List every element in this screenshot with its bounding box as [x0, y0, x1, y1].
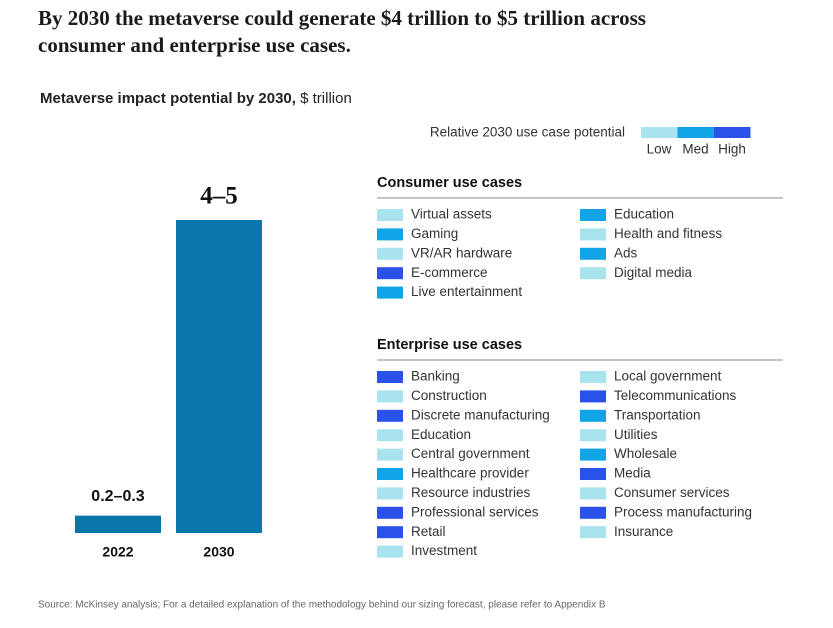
- legend-title: Relative 2030 use case potential: [430, 125, 625, 140]
- use-case-swatch: [580, 429, 606, 442]
- bar: [75, 515, 161, 533]
- use-case-swatch: [580, 228, 606, 241]
- chart-title: Metaverse impact potential by 2030,: [40, 90, 296, 107]
- use-case-label: Resource industries: [411, 485, 531, 500]
- use-case-label: Wholesale: [614, 446, 677, 461]
- use-case-swatch: [580, 526, 606, 539]
- source: Source: McKinsey analysis; For a detaile…: [38, 600, 606, 611]
- value-label: 0.2–0.3: [91, 488, 144, 505]
- use-case-swatch: [377, 468, 403, 480]
- use-case-swatch: [580, 267, 606, 280]
- use-case-label: E-commerce: [411, 265, 488, 280]
- use-case-swatch: [580, 409, 606, 422]
- use-case-swatch: [580, 506, 606, 519]
- use-case-swatch: [377, 390, 403, 403]
- value-label: 4–5: [200, 183, 238, 210]
- use-case-label: VR/AR hardware: [411, 245, 512, 260]
- use-case-label: Gaming: [411, 226, 458, 241]
- use-case-label: Healthcare provider: [411, 466, 529, 481]
- use-case-label: Education: [411, 427, 471, 442]
- use-case-swatch: [377, 371, 403, 383]
- use-case-label: Digital media: [614, 265, 693, 280]
- use-case-swatch: [377, 228, 403, 241]
- use-case-label: Transportation: [614, 407, 701, 422]
- bar: [176, 220, 262, 533]
- use-case-swatch: [377, 409, 403, 422]
- use-case-swatch: [377, 506, 403, 519]
- chart-title-block: Metaverse impact potential by 2030, $ tr…: [40, 90, 352, 107]
- legend-label: Low: [647, 142, 672, 157]
- use-case-label: Ads: [614, 245, 638, 260]
- use-case-swatch: [377, 545, 403, 558]
- use-case-label: Central government: [411, 446, 530, 461]
- use-case-label: Discrete manufacturing: [411, 407, 550, 422]
- use-case-swatch: [377, 526, 403, 539]
- use-case-label: Consumer services: [614, 485, 730, 500]
- use-case-swatch: [580, 487, 606, 500]
- use-case-swatch: [580, 209, 606, 221]
- x-tick-label: 2030: [203, 544, 234, 560]
- use-case-label: Investment: [411, 543, 477, 558]
- use-case-label: Live entertainment: [411, 284, 522, 299]
- use-case-swatch: [580, 390, 606, 403]
- use-case-label: Retail: [411, 524, 446, 539]
- use-case-label: Health and fitness: [614, 226, 722, 241]
- x-tick-label: 2022: [102, 544, 133, 560]
- use-case-label: Local government: [614, 369, 722, 384]
- use-case-label: Media: [614, 466, 651, 481]
- legend-label: Med: [682, 142, 708, 157]
- legend-swatch: [677, 127, 714, 138]
- use-case-label: Insurance: [614, 524, 673, 539]
- use-case-swatch: [580, 371, 606, 383]
- use-case-label: Banking: [411, 369, 460, 384]
- group-title: Enterprise use cases: [377, 337, 522, 353]
- group-title: Consumer use cases: [377, 175, 522, 191]
- use-case-swatch: [377, 267, 403, 280]
- use-case-label: Process manufacturing: [614, 504, 752, 519]
- use-case-label: Virtual assets: [411, 207, 492, 222]
- use-case-label: Utilities: [614, 427, 658, 442]
- use-case-swatch: [580, 448, 606, 461]
- use-case-label: Telecommunications: [614, 388, 737, 403]
- use-case-swatch: [377, 247, 403, 260]
- use-case-label: Professional services: [411, 504, 539, 519]
- legend-label: High: [718, 142, 746, 157]
- use-case-swatch: [580, 247, 606, 260]
- use-case-swatch: [377, 487, 403, 500]
- use-case-swatch: [377, 448, 403, 461]
- use-case-swatch: [580, 468, 606, 480]
- use-case-swatch: [377, 209, 403, 221]
- use-case-label: Construction: [411, 388, 487, 403]
- use-case-swatch: [377, 429, 403, 442]
- headline: By 2030 the metaverse could generate $4 …: [38, 6, 646, 57]
- chart-unit: $ trillion: [300, 90, 352, 107]
- use-case-label: Education: [614, 207, 674, 222]
- use-case-swatch: [377, 286, 403, 299]
- legend-swatch: [714, 127, 751, 138]
- legend-swatch: [641, 127, 678, 138]
